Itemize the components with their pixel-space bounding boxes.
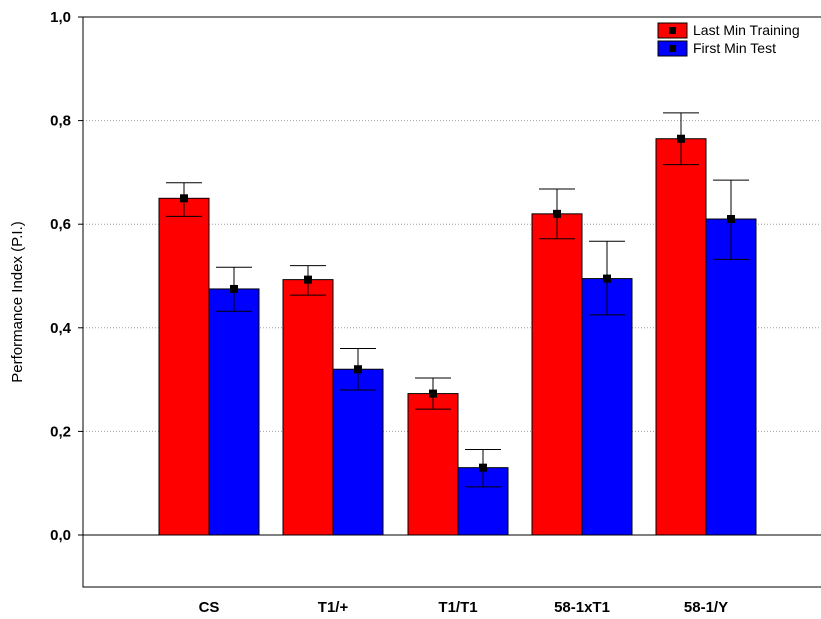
legend: Last Min Training First Min Test — [657, 22, 800, 57]
mean-marker — [304, 275, 312, 284]
y-tick-label: 0,2 — [50, 423, 71, 440]
bars — [158, 138, 757, 536]
x-category-label: CS — [199, 599, 220, 616]
y-tick-label: 0,0 — [50, 527, 71, 544]
plot-frame — [82, 16, 821, 588]
mean-marker — [429, 389, 437, 398]
mean-marker — [230, 284, 238, 293]
y-tick-label: 1,0 — [50, 9, 71, 26]
bar — [407, 393, 459, 536]
y-tick-label: 0,6 — [50, 216, 71, 233]
y-axis-label: Performance Index (P.I.) — [9, 221, 26, 382]
mean-marker — [603, 274, 611, 283]
mean-marker — [354, 365, 362, 374]
x-category-label: T1/T1 — [438, 599, 477, 616]
bar — [208, 288, 260, 536]
bar — [332, 368, 384, 536]
legend-marker — [669, 27, 676, 34]
bar — [158, 197, 210, 536]
x-category-label: 58-1/Y — [684, 599, 728, 616]
legend-label: Last Min Training — [693, 22, 800, 38]
mean-marker — [180, 194, 188, 203]
bar — [581, 278, 633, 536]
mean-marker — [479, 463, 487, 472]
error-bars — [166, 112, 749, 488]
mean-marker — [553, 209, 561, 218]
bar — [282, 279, 334, 536]
bar — [531, 213, 583, 536]
x-category-label: 58-1xT1 — [554, 599, 610, 616]
bar — [655, 138, 707, 536]
mean-marker — [727, 215, 735, 224]
legend-marker — [669, 45, 676, 52]
x-category-label: T1/+ — [318, 599, 349, 616]
mean-marker — [677, 134, 685, 143]
x-axis-categories: CS T1/+ T1/T1 58-1xT1 58-1/Y — [199, 599, 729, 616]
y-tick-label: 0,4 — [50, 320, 72, 337]
y-tick-label: 0,8 — [50, 113, 71, 130]
legend-label: First Min Test — [693, 40, 776, 56]
bar — [705, 218, 757, 536]
y-axis-ticks: 0,0 0,2 0,4 0,6 0,8 1,0 — [50, 9, 83, 544]
